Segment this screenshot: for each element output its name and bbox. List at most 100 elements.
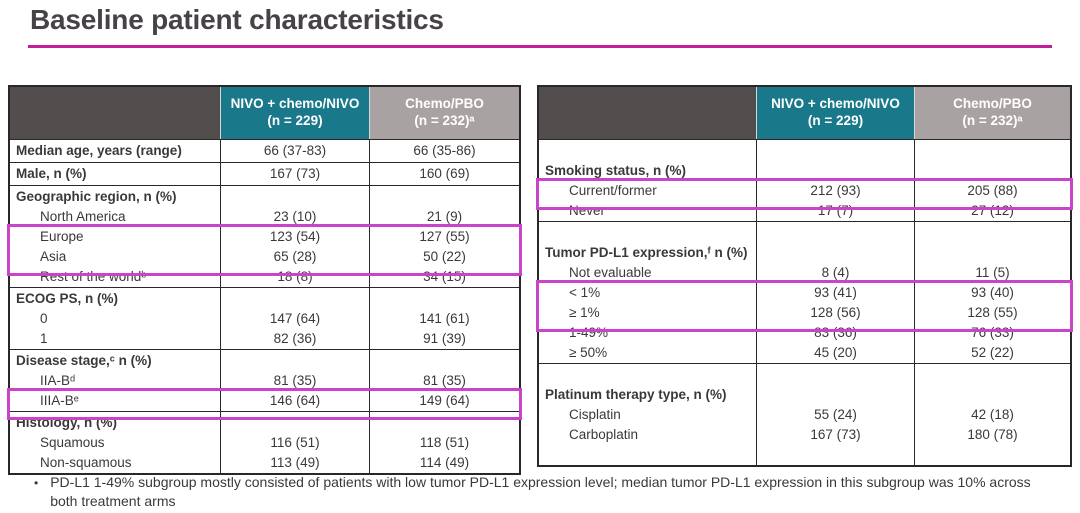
row-label: < 1% — [569, 285, 601, 301]
value-arm1: 55 (24) — [756, 405, 914, 425]
footnote-text: PD-L1 1-49% subgroup mostly consisted of… — [50, 474, 1031, 509]
value-arm2: 128 (55) — [914, 303, 1070, 323]
table-row: 1 82 (36) 91 (39) — [10, 329, 519, 349]
value-arm1: 167 (73) — [220, 163, 369, 185]
table-row: ≥ 1% 128 (56) 128 (55) — [539, 303, 1070, 323]
arm1-header-cell: NIVO + chemo/NIVO (n = 229) — [756, 87, 914, 139]
value-arm2 — [914, 160, 1070, 181]
arm2-header-cell: Chemo/PBO (n = 232)ᵃ — [369, 87, 519, 139]
row-label: Cisplatin — [569, 407, 621, 423]
table-row — [539, 445, 1070, 465]
value-arm1: 66 (37-83) — [220, 140, 369, 162]
value-arm1: 147 (64) — [220, 309, 369, 329]
value-arm2: 66 (35-86) — [369, 140, 519, 162]
value-arm2: 91 (39) — [369, 329, 519, 349]
baseline-table-left: NIVO + chemo/NIVO (n = 229) Chemo/PBO (n… — [7, 85, 522, 475]
row-label: Non-squamous — [40, 455, 132, 471]
value-arm2 — [369, 186, 519, 207]
row-label: 1-49% — [569, 325, 609, 341]
table-row — [539, 221, 1070, 242]
value-arm2: 160 (69) — [369, 163, 519, 185]
arm2-n: (n = 232)ᵃ — [962, 113, 1023, 128]
row-label: Geographic region, n (%) — [16, 188, 177, 204]
value-arm1 — [756, 222, 914, 242]
table-row: Disease stage,ᶜ n (%) — [10, 349, 519, 371]
row-label: Rest of the worldᵇ — [40, 269, 147, 285]
row-label: Carboplatin — [569, 427, 639, 443]
value-arm2: 141 (61) — [369, 309, 519, 329]
row-label: Male, n (%) — [16, 166, 87, 182]
value-arm2: 52 (22) — [914, 343, 1070, 363]
value-arm1: 83 (36) — [756, 323, 914, 343]
row-label: Disease stage,ᶜ n (%) — [16, 352, 152, 368]
value-arm1: 65 (28) — [220, 247, 369, 267]
footnote: • PD-L1 1-49% subgroup mostly consisted … — [34, 473, 1046, 511]
value-arm1: 23 (10) — [220, 207, 369, 227]
row-label — [539, 222, 756, 242]
value-arm2 — [369, 350, 519, 371]
arm2-header-cell: Chemo/PBO (n = 232)ᵃ — [914, 87, 1070, 139]
row-label: Median age, years (range) — [16, 143, 182, 159]
table-row: IIIA-Bᵉ 146 (64) 149 (64) — [10, 391, 519, 411]
value-arm1: 93 (41) — [756, 283, 914, 303]
value-arm1 — [756, 384, 914, 405]
row-label: Current/former — [569, 183, 657, 199]
row-label: Not evaluable — [569, 265, 652, 281]
value-arm2 — [914, 445, 1070, 465]
value-arm1: 212 (93) — [756, 181, 914, 201]
arm1-n: (n = 229) — [267, 113, 323, 128]
table-row: ≥ 50% 45 (20) 52 (22) — [539, 343, 1070, 363]
bullet-icon: • — [34, 476, 39, 490]
row-label: ECOG PS, n (%) — [16, 290, 119, 306]
table-row: Rest of the worldᵇ 18 (8) 34 (15) — [10, 267, 519, 287]
value-arm1: 82 (36) — [220, 329, 369, 349]
arm1-name: NIVO + chemo/NIVO — [771, 96, 900, 112]
value-arm2: 205 (88) — [914, 181, 1070, 201]
value-arm1 — [220, 288, 369, 309]
value-arm2 — [914, 222, 1070, 242]
value-arm1: 116 (51) — [220, 433, 369, 453]
value-arm2: 34 (15) — [369, 267, 519, 287]
value-arm1: 81 (35) — [220, 371, 369, 391]
value-arm1 — [756, 140, 914, 160]
table-row: IIA-Bᵈ 81 (35) 81 (35) — [10, 371, 519, 391]
table-header-row: NIVO + chemo/NIVO (n = 229) Chemo/PBO (n… — [10, 87, 519, 140]
table-header-row: NIVO + chemo/NIVO (n = 229) Chemo/PBO (n… — [539, 87, 1070, 140]
arm1-header-cell: NIVO + chemo/NIVO (n = 229) — [220, 87, 369, 139]
value-arm2: 81 (35) — [369, 371, 519, 391]
row-label — [539, 140, 756, 160]
row-label: Platinum therapy type, n (%) — [545, 386, 727, 402]
row-label: 0 — [40, 311, 48, 327]
row-label: North America — [40, 209, 126, 225]
value-arm1 — [220, 350, 369, 371]
value-arm2: 114 (49) — [369, 453, 519, 473]
value-arm1: 17 (7) — [756, 201, 914, 221]
stub-header-cell — [10, 87, 220, 139]
table-row: Not evaluable 8 (4) 11 (5) — [539, 263, 1070, 283]
value-arm2 — [369, 288, 519, 309]
value-arm1 — [220, 412, 369, 433]
arm2-name: Chemo/PBO — [953, 96, 1032, 112]
table-row: 1-49% 83 (36) 76 (33) — [539, 323, 1070, 343]
arm2-n: (n = 232)ᵃ — [414, 113, 475, 128]
row-label — [539, 364, 756, 384]
row-label: Histology, n (%) — [16, 414, 117, 430]
row-label: IIIA-Bᵉ — [40, 393, 79, 409]
value-arm1 — [756, 445, 914, 465]
table-row: Tumor PD-L1 expression,ᶠ n (%) — [539, 242, 1070, 263]
table-row: North America 23 (10) 21 (9) — [10, 207, 519, 227]
table-row: Carboplatin 167 (73) 180 (78) — [539, 425, 1070, 445]
table-row: Cisplatin 55 (24) 42 (18) — [539, 405, 1070, 425]
value-arm2: 11 (5) — [914, 263, 1070, 283]
value-arm2: 149 (64) — [369, 391, 519, 411]
value-arm1: 167 (73) — [756, 425, 914, 445]
value-arm2: 42 (18) — [914, 405, 1070, 425]
value-arm1: 8 (4) — [756, 263, 914, 283]
value-arm1 — [756, 160, 914, 181]
value-arm1 — [220, 186, 369, 207]
table-row — [539, 140, 1070, 160]
arm1-n: (n = 229) — [807, 113, 864, 128]
value-arm2: 93 (40) — [914, 283, 1070, 303]
value-arm1 — [756, 364, 914, 384]
table-row: Never 17 (7) 27 (12) — [539, 201, 1070, 221]
